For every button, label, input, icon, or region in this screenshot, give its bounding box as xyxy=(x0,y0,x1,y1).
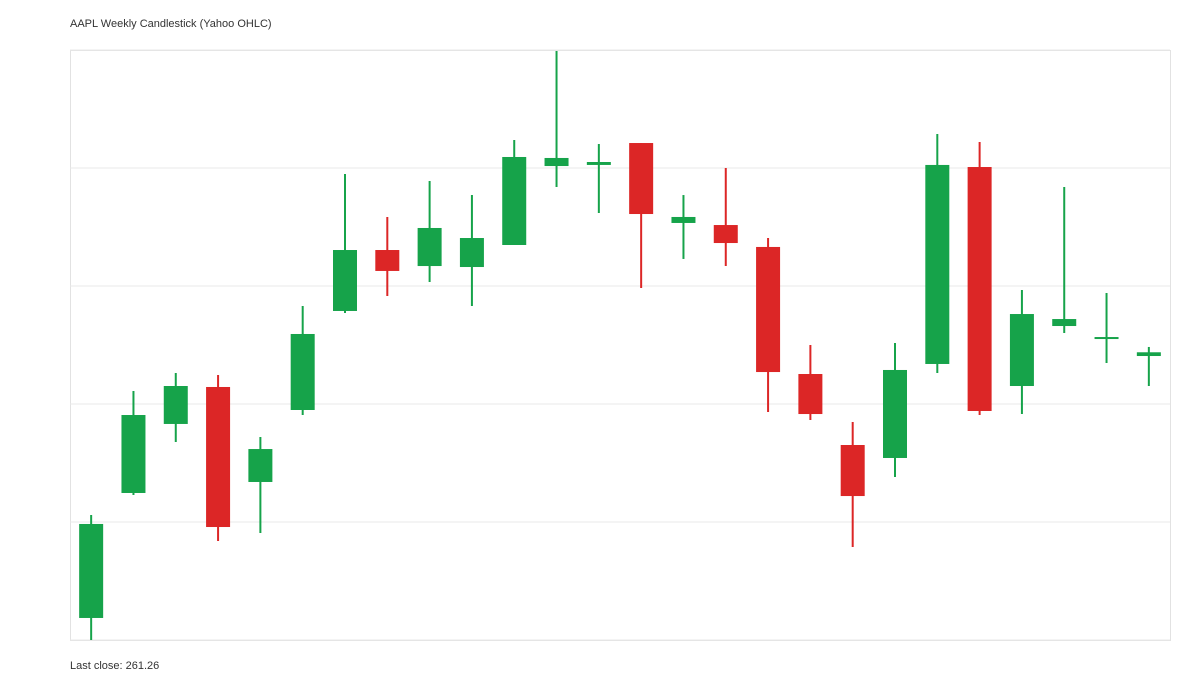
candle-body xyxy=(417,227,442,267)
candle-body xyxy=(925,164,950,364)
candle-body xyxy=(248,449,273,482)
candle-body xyxy=(459,238,484,268)
candle-body xyxy=(967,167,992,411)
candle-body xyxy=(1094,337,1119,340)
candle-body xyxy=(671,216,696,223)
candle-body xyxy=(713,225,738,244)
candle-body xyxy=(798,374,823,415)
candle-body xyxy=(333,250,357,311)
candle-body xyxy=(163,386,188,424)
candle-body xyxy=(629,143,654,215)
candle-body xyxy=(290,333,315,410)
candle-body xyxy=(206,386,231,528)
candle-body xyxy=(79,523,104,618)
chart-title: AAPL Weekly Candlestick (Yahoo OHLC) xyxy=(70,18,272,30)
footer-note: Last close: 261.26 xyxy=(70,660,159,672)
candle-body xyxy=(121,415,146,493)
candle-body xyxy=(840,445,865,497)
candle-body xyxy=(756,246,781,373)
candle-body xyxy=(1009,314,1034,387)
candle-body xyxy=(586,162,611,165)
candle-body xyxy=(375,250,400,271)
candle-body xyxy=(502,156,527,245)
candle-body xyxy=(1136,352,1161,357)
candle-body xyxy=(1052,319,1077,327)
candle-body xyxy=(544,157,569,167)
candle-body xyxy=(883,369,907,458)
